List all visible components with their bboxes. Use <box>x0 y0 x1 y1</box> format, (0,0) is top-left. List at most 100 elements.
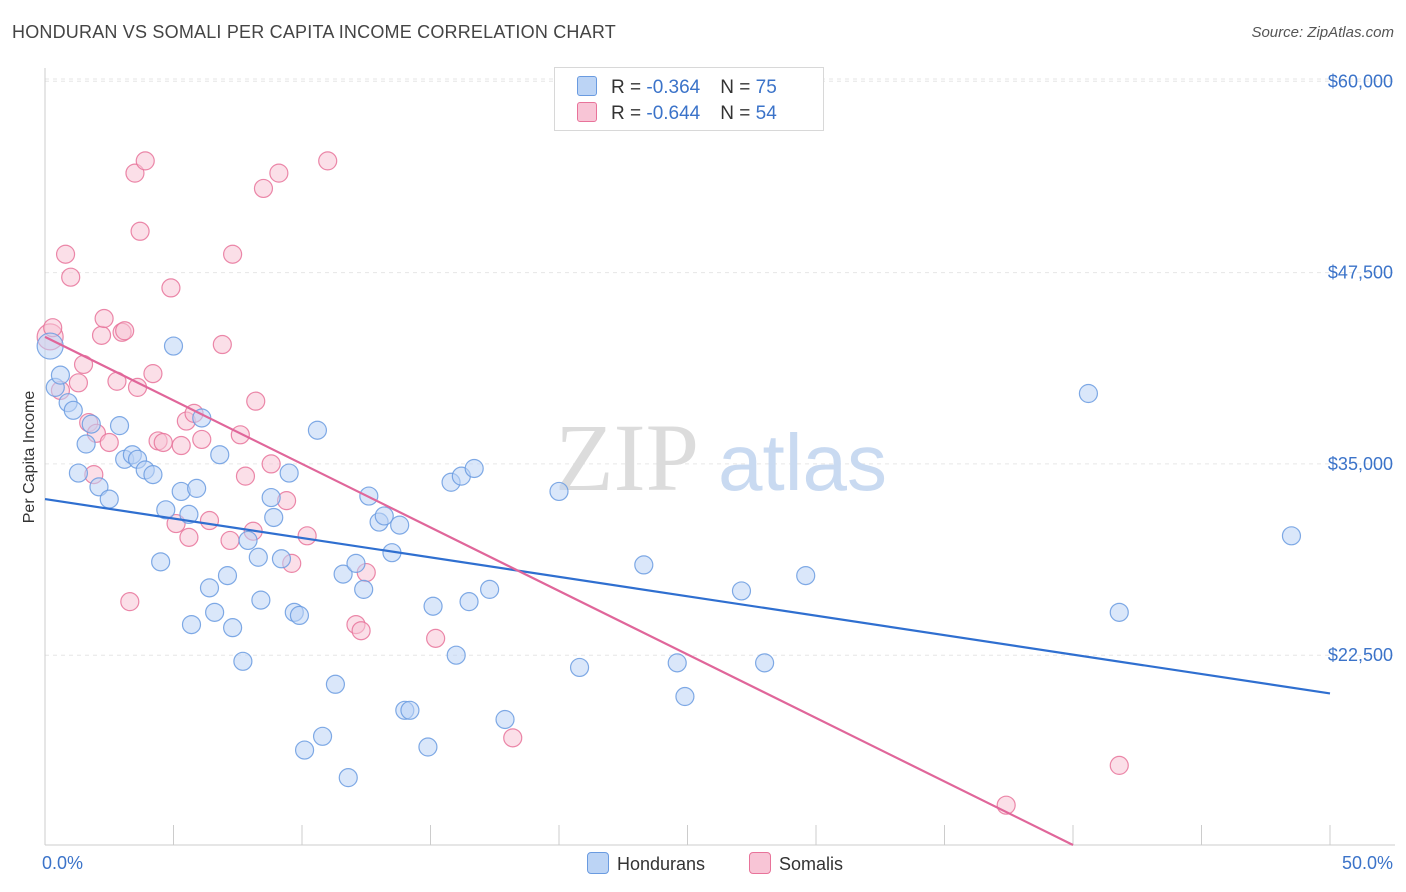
y-tick-label: $47,500 <box>1328 263 1393 283</box>
grid-lines <box>45 78 1395 656</box>
legend-row-somalis: R = -0.644 N = 54 <box>577 102 777 128</box>
somali-point <box>192 429 212 450</box>
honduran-point <box>400 700 420 720</box>
somali-point <box>246 391 266 411</box>
somali-point <box>61 267 81 287</box>
somali-point <box>297 526 317 546</box>
somalis-swatch <box>577 102 597 122</box>
honduran-point <box>464 458 484 479</box>
trend-lines <box>44 335 1331 846</box>
series-legend: Hondurans Somalis <box>0 852 1406 878</box>
honduran-point <box>210 445 230 465</box>
hondurans-legend-label: Hondurans <box>617 854 706 874</box>
honduran-point <box>223 618 243 638</box>
honduran-point <box>325 674 346 694</box>
axis-labels: $22,500 $35,000 $47,500 $60,000 0.0% 50.0% Per… <box>21 71 1393 873</box>
legend-r-label: R = <box>611 77 647 98</box>
somali-point <box>125 163 145 183</box>
somali-point <box>261 454 281 474</box>
honduran-point <box>374 506 394 526</box>
somali-point <box>351 621 371 641</box>
honduran-point <box>199 578 220 598</box>
honduran-point <box>569 657 590 678</box>
honduran-point <box>279 463 299 483</box>
honduran-point <box>634 555 654 575</box>
somali-point <box>91 325 112 345</box>
somali-point <box>426 628 446 648</box>
somalis-legend-swatch <box>749 852 771 874</box>
somali-point <box>503 728 523 748</box>
hondurans-legend-swatch <box>587 852 609 874</box>
honduran-point <box>233 651 253 671</box>
honduran-point <box>89 477 109 497</box>
somali-point <box>212 334 232 355</box>
somali-point <box>253 178 274 199</box>
x-tick-label: 50.0% <box>1342 853 1393 873</box>
somali-point <box>179 527 199 547</box>
honduran-point <box>50 365 71 385</box>
honduran-point <box>36 332 64 360</box>
honduran-point <box>1078 383 1099 404</box>
legend-r-value: -0.644 <box>646 103 701 124</box>
honduran-point <box>81 414 101 434</box>
somali-point <box>99 432 119 453</box>
y-axis-title: Per Capita Income <box>21 391 38 524</box>
honduran-point <box>109 416 130 436</box>
somali-point <box>230 425 250 445</box>
honduran-point <box>289 605 310 626</box>
honduran-point <box>338 768 358 788</box>
somali-point <box>223 244 243 264</box>
legend-r-label: R = <box>611 103 647 124</box>
hondurans-trend-line <box>44 498 1331 695</box>
source-note: Source: ZipAtlas.com <box>1251 24 1394 41</box>
somali-point <box>143 364 163 384</box>
honduran-point <box>307 420 328 440</box>
honduran-point <box>171 481 191 502</box>
honduran-point <box>179 504 199 525</box>
honduran-point <box>796 566 816 586</box>
honduran-point <box>251 590 271 610</box>
somali-point <box>161 278 181 298</box>
honduran-point <box>1109 602 1129 622</box>
honduran-point <box>217 566 238 586</box>
honduran-point <box>418 737 438 757</box>
chart-title: HONDURAN VS SOMALI PER CAPITA INCOME COR… <box>12 22 616 42</box>
honduran-point <box>264 507 284 528</box>
honduran-point <box>754 653 775 673</box>
honduran-point <box>354 579 374 599</box>
somali-point <box>120 592 140 612</box>
honduran-point <box>1281 526 1302 546</box>
legend-n-label: N = <box>720 103 756 124</box>
somali-point <box>130 221 150 241</box>
stats-legend: R = -0.364 N = 75 R = -0.644 N = 54 <box>554 67 824 131</box>
legend-r-value: -0.364 <box>646 77 701 98</box>
somali-point <box>199 510 220 531</box>
honduran-point <box>205 602 225 622</box>
legend-item-hondurans: Hondurans <box>587 852 705 875</box>
legend-n-value: 75 <box>755 77 777 98</box>
honduran-point <box>187 478 207 498</box>
honduran-point <box>667 653 687 673</box>
honduran-point <box>238 530 258 551</box>
honduran-point <box>271 549 292 569</box>
y-tick-label: $60,000 <box>1328 71 1393 91</box>
somali-point <box>276 491 297 511</box>
legend-item-somalis: Somalis <box>749 852 843 875</box>
honduran-point <box>459 592 479 612</box>
honduran-point <box>675 686 695 707</box>
somali-point <box>55 244 76 264</box>
honduran-point <box>181 614 202 635</box>
honduran-point <box>151 552 171 572</box>
somalis-legend-label: Somalis <box>779 854 844 874</box>
honduran-point <box>312 726 333 746</box>
axes <box>44 68 1395 846</box>
honduran-point <box>346 553 366 573</box>
somali-point <box>135 151 155 171</box>
honduran-point <box>99 489 119 509</box>
honduran-point <box>390 515 410 535</box>
y-tick-label: $22,500 <box>1328 645 1393 665</box>
honduran-point <box>423 596 443 616</box>
honduran-point <box>480 579 500 599</box>
somalis-points <box>36 151 1129 815</box>
